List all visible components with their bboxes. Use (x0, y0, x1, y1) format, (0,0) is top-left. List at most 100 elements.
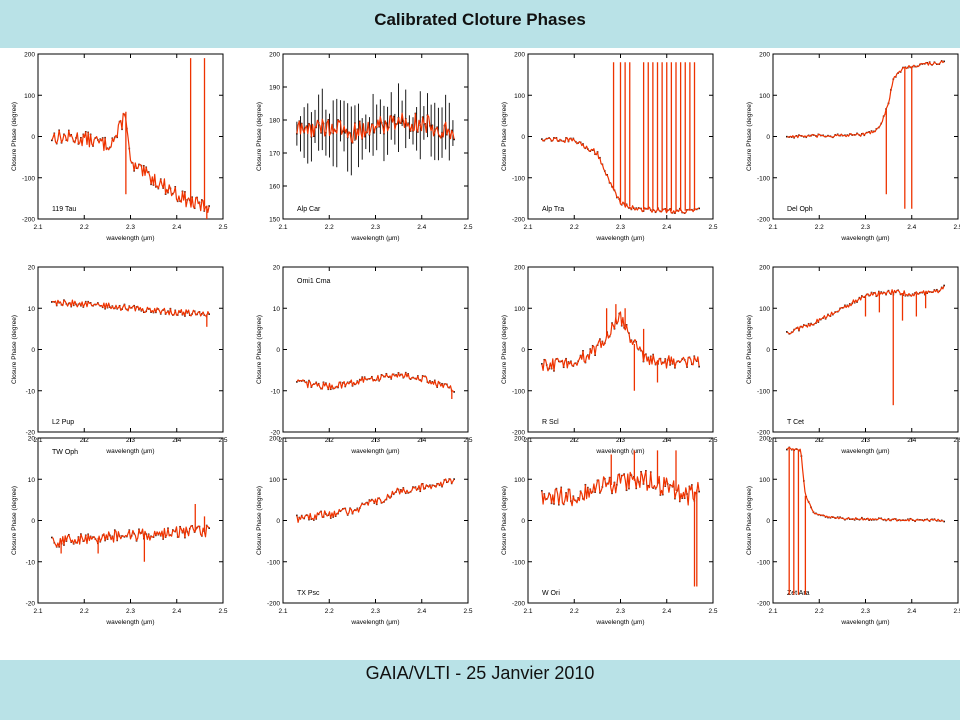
x-axis-label: wavelength (μm) (350, 619, 399, 626)
x-axis-label: wavelength (μm) (105, 619, 154, 626)
chart-panel: 2.12.22.32.42.5-200-1000100200wavelength… (746, 265, 960, 456)
x-tick-label: 2.2 (80, 224, 89, 231)
x-tick-label: 2.5 (463, 224, 472, 231)
x-tick-label: 2.1 (768, 224, 777, 231)
data-series-line (51, 524, 210, 548)
y-tick-label: 200 (759, 52, 770, 59)
data-series-line (786, 285, 945, 335)
x-tick-label: 2.4 (417, 608, 426, 615)
y-tick-label: -200 (757, 430, 770, 437)
x-tick-label: 2.4 (907, 608, 916, 615)
y-tick-label: 200 (24, 52, 35, 59)
data-point (541, 363, 543, 365)
y-tick-label: -200 (757, 601, 770, 608)
data-point (453, 138, 455, 141)
y-tick-label: 0 (766, 347, 770, 354)
y-tick-label: -200 (512, 217, 525, 224)
plot-frame (282, 266, 469, 433)
y-tick-label: -200 (512, 430, 525, 437)
star-label: Alp Tra (542, 206, 564, 213)
y-tick-label: -100 (512, 388, 525, 395)
x-tick-label: 2.3 (616, 224, 625, 231)
y-tick-label: -20 (271, 430, 281, 437)
x-axis-label: wavelength (μm) (350, 448, 399, 455)
x-tick-label: 2.4 (662, 224, 671, 231)
y-tick-label: 10 (28, 306, 36, 313)
y-tick-label: 0 (31, 347, 35, 354)
data-series-line (541, 137, 700, 214)
footer-band (0, 660, 960, 720)
x-tick-label: 2.5 (953, 437, 960, 444)
y-tick-label: 0 (276, 347, 280, 354)
star-label: T Cet (787, 419, 804, 426)
star-label: Del Oph (787, 206, 813, 213)
y-axis-label: Closure Phase (degree) (746, 102, 753, 171)
y-axis-label: Closure Phase (degree) (501, 102, 508, 171)
plot-frame (527, 437, 714, 604)
y-tick-label: -100 (757, 559, 770, 566)
y-axis-label: Closure Phase (degree) (256, 102, 263, 171)
data-point (453, 478, 455, 480)
plot-frame (527, 266, 714, 433)
data-point (51, 301, 53, 303)
data-point (51, 536, 53, 539)
star-label: R Scl (542, 419, 559, 426)
x-axis-label: wavelength (μm) (595, 619, 644, 626)
x-tick-label: 2.2 (815, 224, 824, 231)
x-tick-label: 2.5 (463, 608, 472, 615)
x-tick-label: 2.1 (33, 608, 42, 615)
x-tick-label: 2.4 (172, 224, 181, 231)
data-point (943, 520, 945, 523)
y-tick-label: 190 (269, 85, 280, 92)
y-axis-label: Closure Phase (degree) (746, 315, 753, 384)
x-tick-label: 2.1 (768, 608, 777, 615)
x-axis-label: wavelength (μm) (840, 619, 889, 626)
y-tick-label: 0 (521, 347, 525, 354)
y-axis-label: Closure Phase (degree) (501, 315, 508, 384)
x-tick-label: 2.3 (126, 608, 135, 615)
data-point (698, 365, 700, 368)
y-tick-label: 10 (28, 477, 36, 484)
x-tick-label: 2.4 (662, 608, 671, 615)
data-point (541, 490, 543, 492)
x-axis-label: wavelength (μm) (595, 235, 644, 242)
star-label: Alp Car (297, 206, 321, 213)
y-tick-label: 10 (273, 306, 281, 313)
x-axis-label: wavelength (μm) (105, 235, 154, 242)
x-tick-label: 2.4 (417, 224, 426, 231)
x-tick-label: 2.1 (278, 608, 287, 615)
x-tick-label: 2.3 (371, 608, 380, 615)
chart-panel: 2.12.22.32.42.5-200-1000100200wavelength… (746, 52, 960, 243)
data-point (786, 331, 788, 333)
x-tick-label: 2.3 (861, 224, 870, 231)
y-tick-label: 100 (269, 477, 280, 484)
x-axis-label: wavelength (μm) (105, 448, 154, 455)
y-tick-label: 100 (514, 477, 525, 484)
x-tick-label: 2.5 (953, 608, 960, 615)
y-axis-label: Closure Phase (degree) (11, 315, 18, 384)
data-point (698, 207, 700, 210)
y-tick-label: 100 (514, 306, 525, 313)
star-label: W Ori (542, 590, 560, 597)
chart-panel: 2.1 2.2 2.3 2.4 2.5 150 160 170 180 190 200 wavelen… (256, 52, 473, 243)
y-tick-label: -20 (26, 601, 36, 608)
x-tick-label: 2.2 (815, 608, 824, 615)
y-axis-label: Closure Phase (degree) (11, 102, 18, 171)
x-tick-label: 2.2 (325, 224, 334, 231)
x-tick-label: 2.5 (708, 608, 717, 615)
y-tick-label: 150 (269, 217, 280, 224)
data-series-line (541, 470, 700, 507)
y-axis-label: Closure Phase (degree) (256, 315, 263, 384)
y-tick-label: 200 (759, 265, 770, 272)
chart-grid: 2.1 2.2 2.3 2.4 2.5-200-1000100200wavelength… (11, 52, 960, 627)
x-tick-label: 2.2 (80, 608, 89, 615)
y-tick-label: -100 (757, 388, 770, 395)
data-point (786, 135, 788, 138)
x-tick-label: 2.1 (523, 224, 532, 231)
data-series-line (786, 60, 945, 139)
y-tick-label: 0 (31, 134, 35, 141)
x-tick-label: 2.1 (33, 224, 42, 231)
